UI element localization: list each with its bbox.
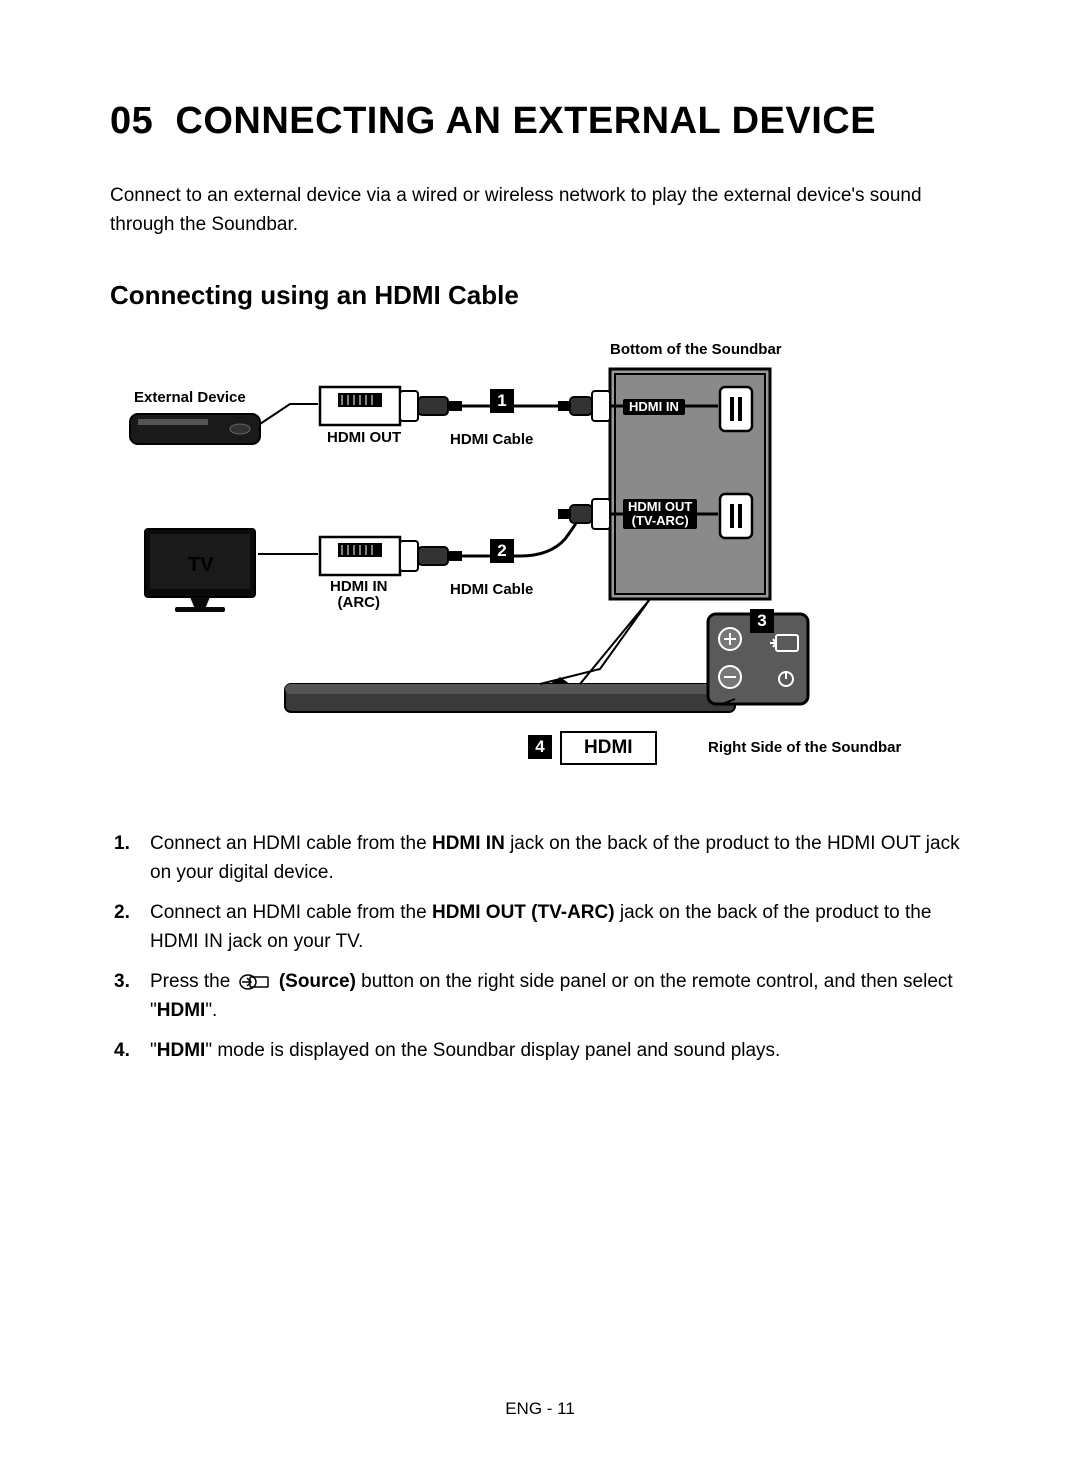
page-footer: ENG - 11 [0, 1399, 1080, 1419]
port-hdmi-in: HDMI IN [623, 399, 685, 415]
port-sub-hdmi-in-arc: HDMI IN (ARC) [330, 579, 388, 612]
chapter-title: 05 CONNECTING AN EXTERNAL DEVICE [110, 100, 970, 143]
badge-1: 1 [490, 389, 514, 413]
intro-paragraph: Connect to an external device via a wire… [110, 181, 970, 240]
label-right-side: Right Side of the Soundbar [708, 739, 901, 756]
step-4: "HDMI" mode is displayed on the Soundbar… [110, 1036, 970, 1065]
step-1: Connect an HDMI cable from the HDMI IN j… [110, 829, 970, 888]
section-title: Connecting using an HDMI Cable [110, 280, 970, 311]
label-external-device: External Device [134, 389, 246, 406]
step-2: Connect an HDMI cable from the HDMI OUT … [110, 898, 970, 957]
port-hdmi-out-tvarc: HDMI OUT (TV-ARC) [623, 499, 697, 530]
badge-3: 3 [750, 609, 774, 633]
hdmi-mode-box: HDMI [560, 731, 657, 765]
label-hdmi-cable-2: HDMI Cable [450, 581, 533, 598]
connection-diagram: Bottom of the Soundbar External Device T… [110, 339, 970, 789]
diagram-svg [110, 339, 970, 789]
port-sub-hdmi-out: HDMI OUT [327, 429, 401, 446]
label-bottom-soundbar: Bottom of the Soundbar [610, 341, 782, 358]
badge-2: 2 [490, 539, 514, 563]
step-3: Press the (Source) button on the right s… [110, 967, 970, 1026]
chapter-name: CONNECTING AN EXTERNAL DEVICE [175, 100, 876, 142]
source-icon [238, 973, 272, 991]
label-hdmi-cable-1: HDMI Cable [450, 431, 533, 448]
label-tv: TV [188, 554, 214, 577]
badge-4: 4 [528, 735, 552, 759]
instruction-list: Connect an HDMI cable from the HDMI IN j… [110, 829, 970, 1065]
chapter-number: 05 [110, 100, 153, 142]
